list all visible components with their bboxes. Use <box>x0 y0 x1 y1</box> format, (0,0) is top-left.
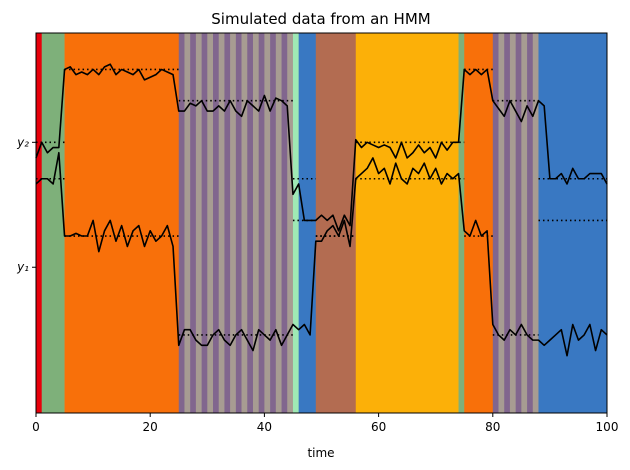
state-band-green <box>458 33 465 413</box>
state-bands <box>36 33 608 413</box>
state-band-mauve <box>527 33 534 413</box>
state-band-taupe <box>287 33 294 413</box>
state-band-taupe <box>252 33 259 413</box>
y-tick-label: y₂ <box>16 135 29 149</box>
state-band-blue <box>538 33 608 413</box>
x-tick-label: 80 <box>485 420 500 434</box>
state-band-mauve <box>224 33 231 413</box>
state-band-mauve <box>201 33 208 413</box>
state-band-mauve <box>515 33 522 413</box>
chart-title: Simulated data from an HMM <box>211 10 430 28</box>
x-axis-ticks: 0 20 40 60 80 100 <box>32 413 618 434</box>
state-band-mint <box>292 33 299 413</box>
x-tick-label: 20 <box>143 420 158 434</box>
state-band-taupe <box>218 33 225 413</box>
state-band-mauve <box>504 33 511 413</box>
state-band-gold <box>355 33 459 413</box>
state-band-mauve <box>258 33 265 413</box>
y-tick-label: y₁ <box>16 260 29 274</box>
state-band-mauve <box>247 33 254 413</box>
state-band-taupe <box>241 33 248 413</box>
state-band-taupe <box>521 33 528 413</box>
state-band-mauve <box>213 33 220 413</box>
state-band-mauve <box>235 33 242 413</box>
state-band-taupe <box>532 33 539 413</box>
x-tick-label: 0 <box>32 420 40 434</box>
state-band-taupe <box>207 33 214 413</box>
state-band-mauve <box>281 33 288 413</box>
plot-frame <box>35 32 608 414</box>
x-tick-label: 100 <box>596 420 619 434</box>
state-band-mauve <box>190 33 197 413</box>
state-band-taupe <box>275 33 282 413</box>
state-band-blue <box>298 33 317 413</box>
state-band-taupe <box>509 33 516 413</box>
observation-series <box>35 63 608 357</box>
state-band-taupe <box>195 33 202 413</box>
state-band-mauve <box>270 33 277 413</box>
state-band-taupe <box>230 33 237 413</box>
series-line-y1 <box>35 151 608 357</box>
state-band-green <box>41 33 65 413</box>
x-tick-label: 40 <box>257 420 272 434</box>
x-tick-label: 60 <box>371 420 386 434</box>
state-band-taupe <box>264 33 271 413</box>
state-band-red <box>36 33 43 413</box>
state-band-mauve <box>492 33 499 413</box>
state-band-orange <box>464 33 494 413</box>
state-band-taupe <box>498 33 505 413</box>
y-axis-ticks: y₁ y₂ <box>16 135 36 274</box>
series-line-y2 <box>35 63 608 232</box>
x-axis-label: time <box>307 446 334 460</box>
state-band-mauve <box>178 33 185 413</box>
state-band-taupe <box>184 33 191 413</box>
state-band-orange <box>64 33 180 413</box>
